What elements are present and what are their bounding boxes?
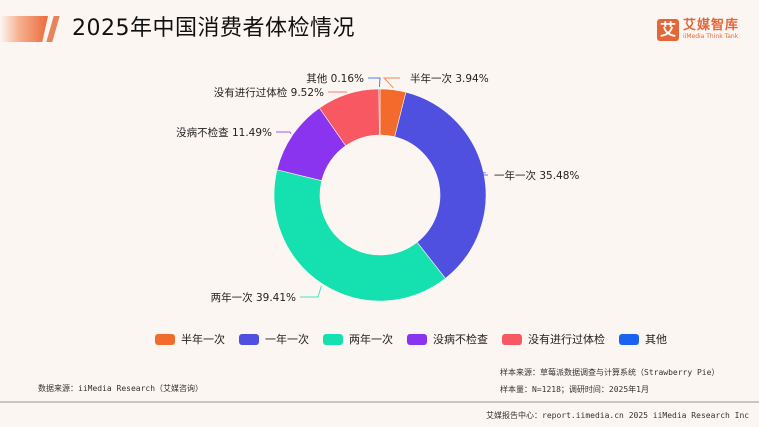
slice-label: 没病不检查 11.49% — [176, 126, 272, 139]
page-title: 2025年中国消费者体检情况 — [72, 16, 355, 41]
legend-item[interactable]: 没病不检查 — [407, 331, 488, 347]
legend-item[interactable]: 其他 — [619, 331, 667, 347]
leader-line — [368, 77, 381, 88]
legend-swatch-icon — [155, 333, 175, 345]
legend-item[interactable]: 半年一次 — [155, 331, 225, 347]
legend-item[interactable]: 两年一次 — [323, 331, 393, 347]
label-leader-lines — [276, 77, 488, 298]
leader-line — [300, 285, 322, 298]
legend-label: 两年一次 — [349, 333, 393, 346]
slice-label: 没有进行过体检 9.52% — [214, 86, 324, 99]
leader-line — [469, 172, 488, 176]
legend-label: 半年一次 — [181, 333, 225, 346]
leader-line — [276, 131, 292, 135]
legend-swatch-icon — [619, 333, 639, 345]
report-center-note: 艾媒报告中心：report.iimedia.cn 2025 iiMedia Re… — [486, 411, 750, 420]
donut-slices — [273, 88, 487, 302]
iimedia-logo: 艾 艾媒智库 iiMedia Think Tank — [657, 19, 739, 41]
sample-source-note: 样本来源：草莓派数据调查与计算系统（Strawberry Pie） — [500, 368, 720, 377]
legend-item[interactable]: 没有进行过体检 — [502, 331, 605, 347]
legend-swatch-icon — [239, 333, 259, 345]
slice-2 — [273, 169, 446, 302]
slice-label: 半年一次 3.94% — [410, 72, 489, 85]
data-source-note: 数据来源：iiMedia Research（艾媒咨询） — [38, 384, 204, 393]
footer-divider — [0, 401, 759, 403]
legend-label: 没病不检查 — [433, 333, 488, 346]
legend-label: 没有进行过体检 — [528, 333, 605, 346]
chart-legend: 半年一次 一年一次 两年一次 没病不检查 没有进行过体检 其他 — [155, 331, 681, 347]
logo-cn-text: 艾媒智库 — [683, 18, 740, 33]
legend-swatch-icon — [502, 333, 522, 345]
slice-label: 一年一次 35.48% — [494, 169, 579, 182]
slice-label: 其他 0.16% — [306, 72, 364, 85]
slice-labels: 半年一次 3.94% 一年一次 35.48% 两年一次 39.41% 没病不检查 11… — [176, 72, 579, 304]
leader-line — [382, 77, 400, 89]
legend-label: 一年一次 — [265, 333, 309, 346]
legend-item[interactable]: 一年一次 — [239, 331, 309, 347]
title-accent-bar — [0, 16, 48, 42]
legend-label: 其他 — [645, 333, 667, 346]
slice-1 — [394, 91, 487, 279]
slice-5 — [378, 88, 381, 136]
logo-mark-icon: 艾 — [657, 19, 679, 41]
legend-swatch-icon — [407, 333, 427, 345]
legend-swatch-icon — [323, 333, 343, 345]
slice-label: 两年一次 39.41% — [211, 291, 296, 304]
logo-en-text: iiMedia Think Tank — [683, 33, 739, 40]
sample-info-note: 样本量：N=1218；调研时间：2025年1月 — [500, 385, 649, 394]
